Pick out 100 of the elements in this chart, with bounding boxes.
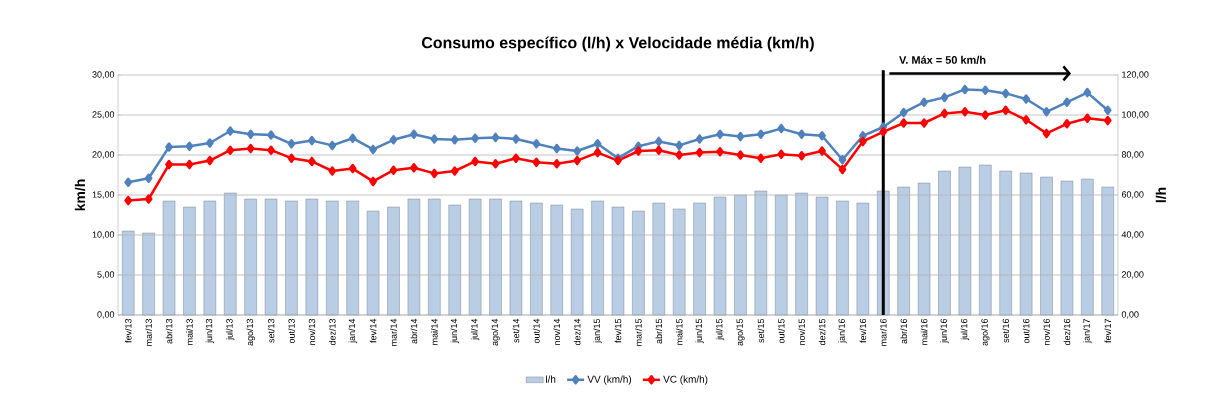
point	[165, 159, 173, 170]
point	[573, 146, 582, 156]
legend-label: VV (km/h)	[587, 375, 632, 385]
point	[736, 150, 745, 160]
point	[246, 143, 255, 154]
y2-tick-label: 100,00	[1122, 111, 1149, 119]
bar	[550, 204, 563, 316]
bar	[264, 198, 278, 316]
point	[512, 134, 520, 144]
bar	[734, 194, 747, 316]
x-tick-label: jun/15	[695, 318, 704, 344]
bar	[366, 210, 380, 316]
x-tick-label: nov/14	[553, 318, 561, 345]
x-tick-label: mai/16	[920, 318, 928, 345]
bar	[530, 202, 543, 316]
x-tick-label: jun/16	[940, 318, 949, 344]
point	[818, 131, 826, 141]
point	[797, 129, 806, 139]
bar	[591, 200, 604, 316]
point	[756, 129, 765, 139]
bar	[570, 208, 584, 316]
bar	[305, 198, 319, 316]
point	[205, 138, 214, 148]
bar	[407, 198, 421, 316]
point	[185, 141, 194, 151]
point	[532, 139, 541, 149]
bar	[673, 208, 686, 316]
x-tick-label: nov/13	[308, 318, 316, 345]
point	[1103, 115, 1112, 126]
y-tick-label: 0,00	[97, 311, 115, 319]
y-tick-label: 15,00	[92, 191, 115, 199]
x-tick-label: mar/16	[879, 318, 887, 346]
x-tick-label: ago/15	[736, 318, 745, 346]
point	[1042, 128, 1051, 139]
point	[1022, 115, 1030, 125]
bar	[754, 190, 768, 316]
bar	[999, 170, 1012, 316]
x-tick-label: out/15	[777, 318, 785, 344]
bar	[509, 200, 523, 316]
y-axis-title: km/h	[74, 179, 86, 211]
bar	[346, 200, 359, 316]
bar	[1019, 172, 1033, 316]
x-tick-label: jun/13	[205, 318, 215, 344]
point	[491, 159, 500, 169]
bar	[162, 200, 176, 316]
point	[307, 135, 316, 146]
bar	[713, 196, 727, 316]
point	[695, 147, 704, 158]
point	[287, 153, 296, 163]
point	[716, 147, 724, 157]
x-tick-label: jan/15	[593, 318, 602, 344]
point	[144, 173, 153, 183]
point	[695, 134, 704, 144]
bar	[938, 170, 951, 316]
legend-label: l/h	[546, 375, 556, 383]
bar	[203, 200, 217, 316]
bar	[1101, 186, 1114, 316]
x-tick-label: set/15	[757, 318, 765, 343]
point	[471, 133, 479, 143]
bar	[224, 192, 237, 316]
bar	[122, 230, 135, 316]
bar	[428, 198, 441, 316]
point	[981, 85, 990, 95]
x-tick-label: abr/15	[655, 318, 663, 344]
point	[471, 156, 479, 167]
x-tick-label: set/14	[512, 318, 520, 343]
point	[654, 136, 663, 147]
x-tick-label: jul/15	[715, 318, 725, 341]
point	[1001, 88, 1010, 99]
x-tick-label: abr/14	[410, 318, 418, 344]
point	[654, 145, 663, 155]
bar	[958, 166, 972, 316]
point	[777, 149, 786, 159]
point	[1103, 105, 1112, 115]
bar	[979, 164, 992, 316]
x-tick-label: jan/16	[838, 318, 847, 344]
point	[205, 155, 214, 166]
point	[716, 129, 724, 139]
point	[1063, 119, 1071, 129]
point	[920, 118, 928, 128]
point	[410, 163, 418, 173]
bar	[326, 200, 339, 316]
x-tick-label: fev/16	[859, 318, 867, 343]
point	[838, 164, 847, 175]
bar	[897, 186, 910, 316]
x-tick-label: jul/16	[960, 318, 970, 341]
y2-tick-label: 80,00	[1121, 151, 1144, 159]
point	[328, 140, 337, 151]
x-tick-label: set/13	[267, 318, 275, 343]
point	[634, 146, 643, 156]
y2-tick-label: 20,00	[1121, 271, 1144, 279]
point	[797, 151, 806, 161]
x-tick-label: nov/15	[798, 318, 805, 345]
point	[124, 195, 133, 206]
y-tick-label: 5,00	[97, 271, 115, 279]
y-tick-label: 10,00	[92, 231, 115, 239]
x-tick-label: ago/16	[981, 318, 990, 346]
y2-tick-label: 40,00	[1121, 231, 1144, 239]
y-tick-label: 30,00	[92, 71, 115, 79]
point	[165, 142, 173, 152]
